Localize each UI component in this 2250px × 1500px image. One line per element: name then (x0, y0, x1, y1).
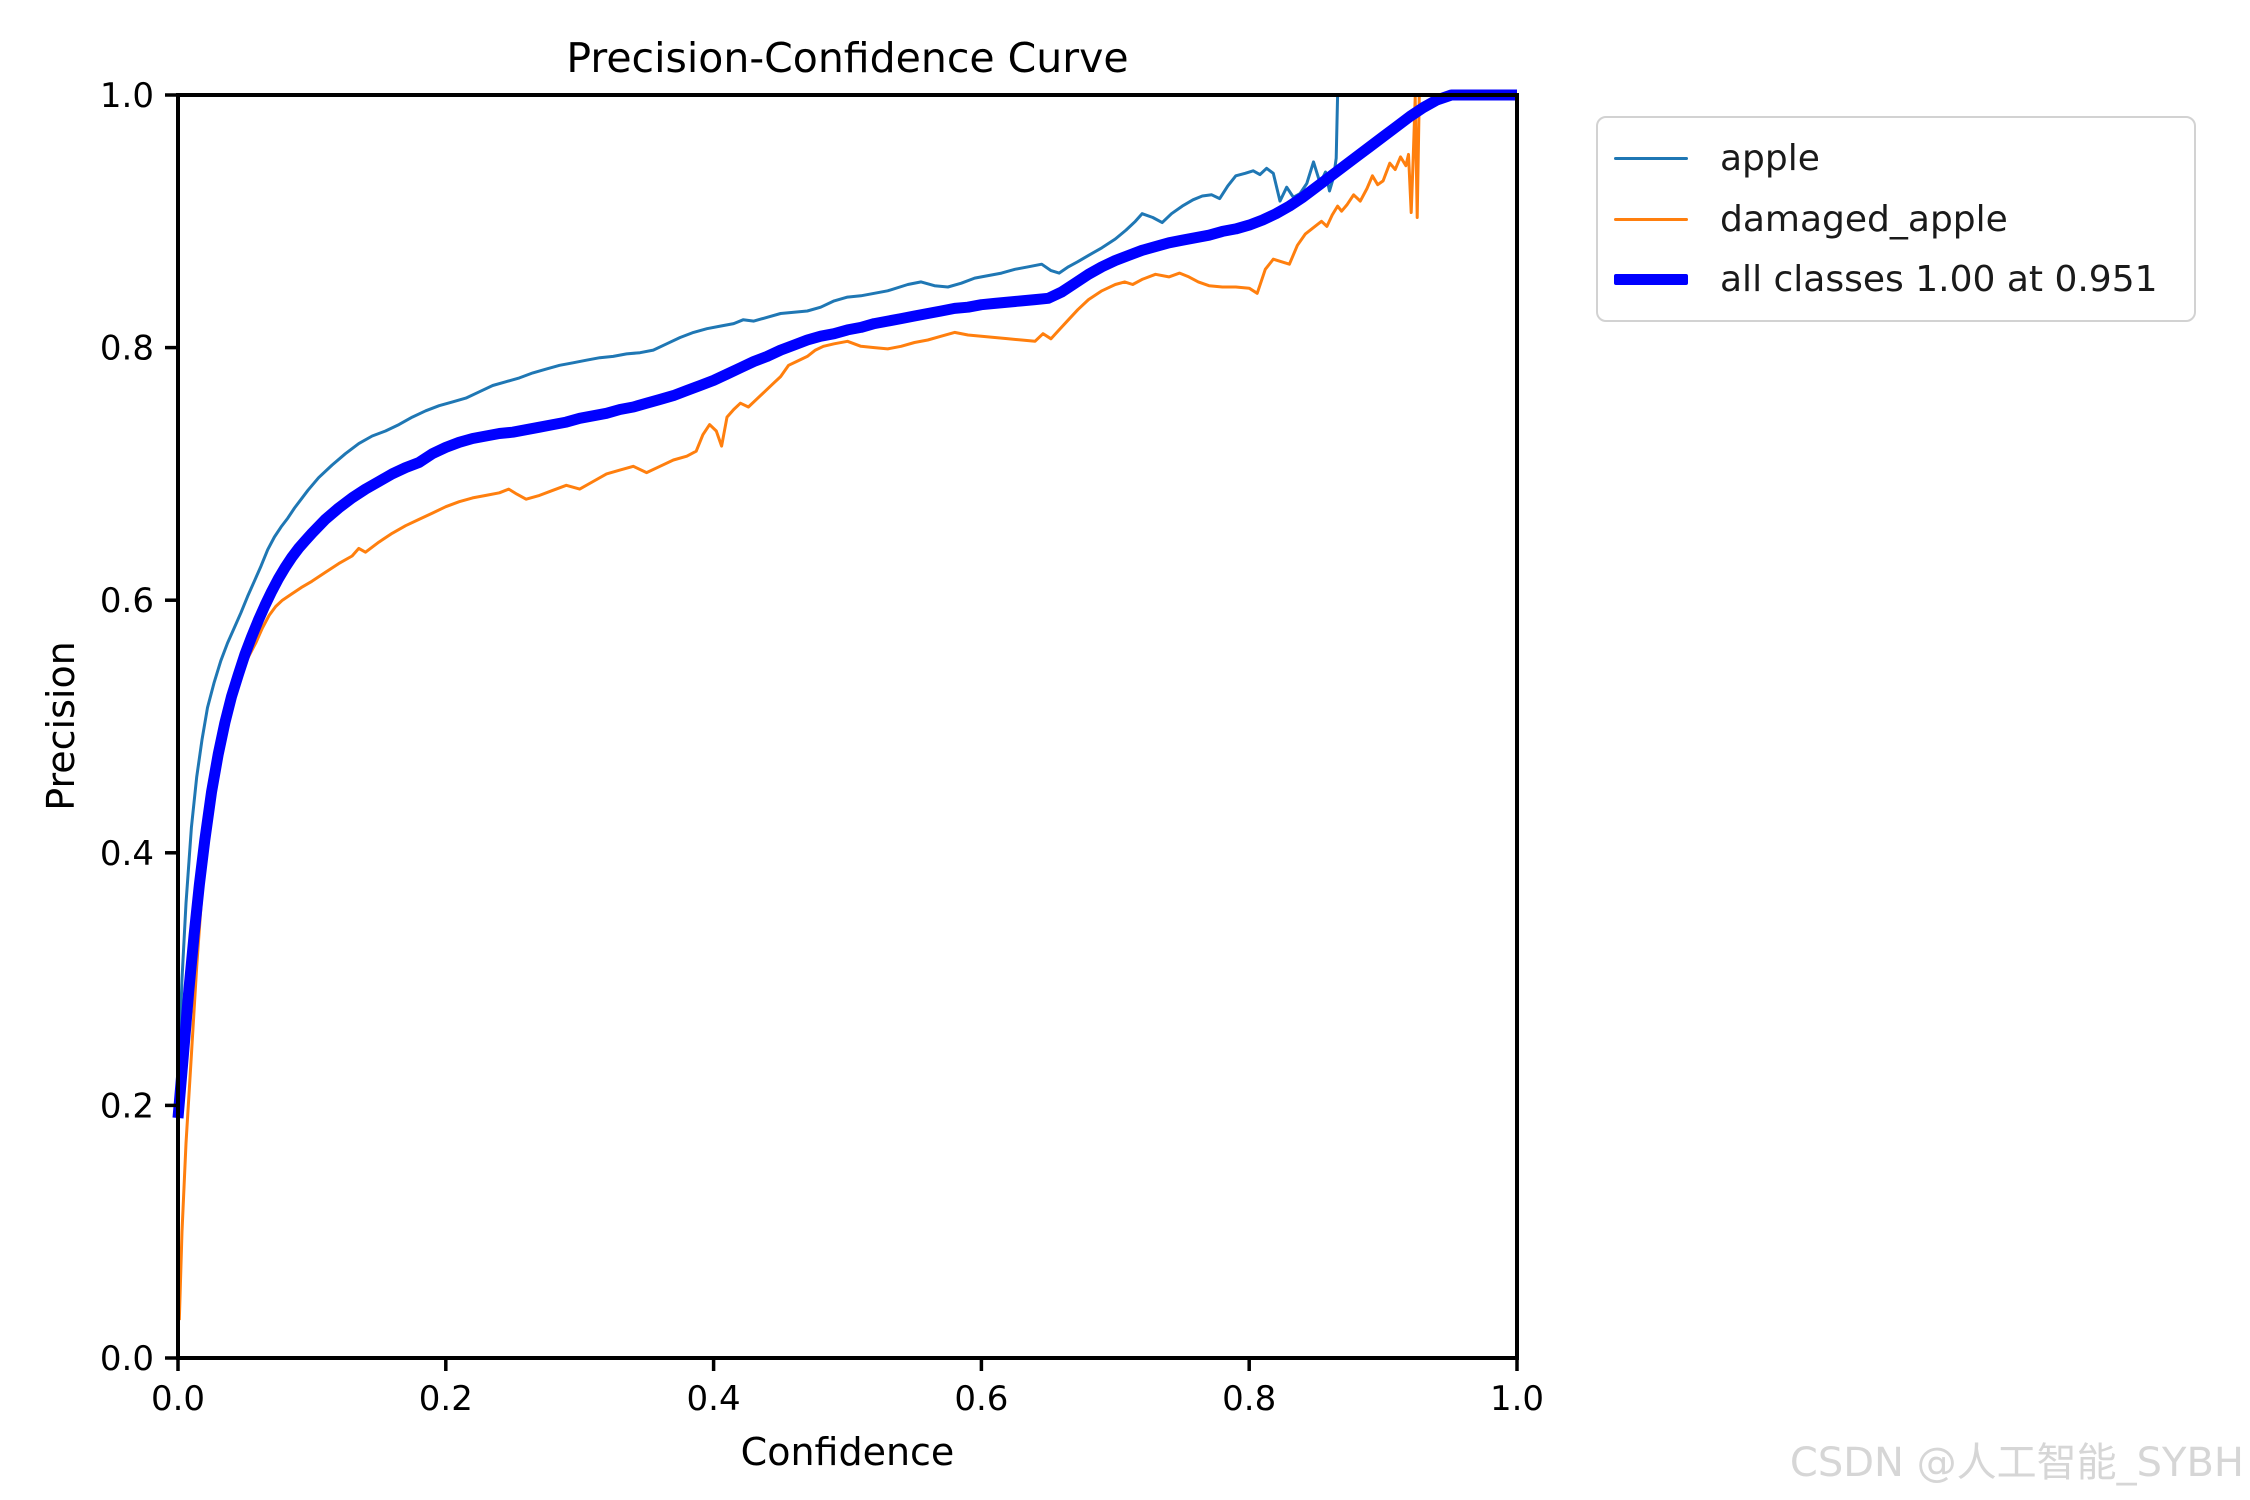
y-axis-label: Precision (39, 641, 83, 811)
x-tick-label: 0.8 (1222, 1379, 1276, 1419)
x-tick-label: 0.2 (419, 1379, 473, 1419)
chart-title: Precision-Confidence Curve (566, 34, 1129, 82)
x-tick-label: 0.6 (954, 1379, 1008, 1419)
legend-label-apple: apple (1720, 137, 1820, 179)
csdn-watermark: CSDN @人工智能_SYBH (1789, 1440, 2244, 1486)
all-classes-line-sample (1614, 274, 1688, 286)
y-tick-label: 0.4 (100, 834, 154, 874)
legend-label-damaged-apple: damaged_apple (1720, 198, 2008, 240)
legend: apple damaged_apple all classes 1.00 at … (1596, 116, 2196, 322)
legend-row-apple: apple (1598, 138, 2194, 179)
y-tick-label: 0.8 (100, 329, 154, 369)
x-axis-label: Confidence (740, 1430, 955, 1474)
legend-row-damaged-apple: damaged_apple (1598, 199, 2194, 240)
y-tick-label: 1.0 (100, 76, 154, 116)
legend-row-all-classes: all classes 1.00 at 0.951 (1598, 259, 2194, 300)
damaged-apple-line-sample (1614, 217, 1688, 221)
apple-line-sample (1614, 156, 1688, 160)
y-tick-label: 0.6 (100, 581, 154, 621)
x-tick-label: 0.4 (687, 1379, 741, 1419)
curve-all-classes (172, 89, 1517, 1119)
x-tick-label: 0.0 (151, 1379, 205, 1419)
curve-damaged_apple (177, 93, 1517, 1321)
y-tick-label: 0.0 (100, 1339, 154, 1379)
legend-label-all-classes: all classes 1.00 at 0.951 (1720, 259, 2158, 301)
plot-spines (176, 93, 1519, 1360)
curve-apple (177, 93, 1517, 1055)
y-tick-label: 0.2 (100, 1086, 154, 1126)
x-tick-label: 1.0 (1490, 1379, 1544, 1419)
